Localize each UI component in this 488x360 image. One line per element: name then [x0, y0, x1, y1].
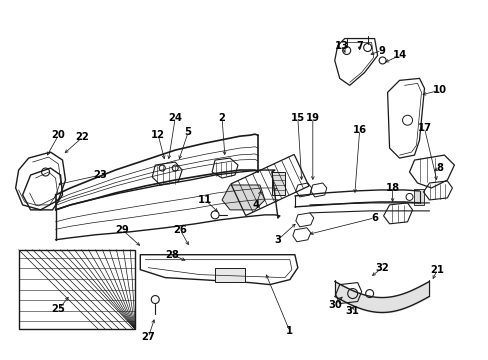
Text: 14: 14	[392, 50, 406, 60]
Text: 17: 17	[417, 123, 430, 133]
Text: 24: 24	[168, 113, 182, 123]
Text: 7: 7	[355, 41, 363, 50]
Text: 28: 28	[165, 250, 179, 260]
Text: 6: 6	[370, 213, 377, 223]
Text: 32: 32	[375, 263, 388, 273]
Text: 23: 23	[93, 170, 107, 180]
Polygon shape	[271, 172, 285, 195]
Text: 3: 3	[274, 235, 281, 245]
Text: 10: 10	[431, 85, 446, 95]
Text: 20: 20	[52, 130, 65, 140]
Text: 21: 21	[429, 265, 444, 275]
Text: 11: 11	[198, 195, 212, 205]
Text: 13: 13	[334, 41, 348, 50]
Text: 31: 31	[345, 306, 359, 316]
Text: 30: 30	[327, 300, 341, 310]
Text: 29: 29	[115, 225, 129, 235]
Text: 26: 26	[173, 225, 187, 235]
Text: 19: 19	[305, 113, 319, 123]
Text: 4: 4	[252, 200, 259, 210]
Polygon shape	[215, 268, 244, 282]
Text: 22: 22	[76, 132, 89, 142]
Text: 12: 12	[151, 130, 165, 140]
Text: 1: 1	[285, 327, 293, 336]
Text: 15: 15	[290, 113, 305, 123]
Text: 18: 18	[385, 183, 399, 193]
Text: 16: 16	[352, 125, 366, 135]
Text: 8: 8	[435, 163, 442, 173]
Text: 27: 27	[141, 332, 155, 342]
Text: 2: 2	[218, 113, 225, 123]
Text: 5: 5	[184, 127, 191, 137]
Polygon shape	[222, 185, 264, 210]
Text: 9: 9	[377, 45, 384, 55]
Polygon shape	[413, 189, 424, 205]
Text: 25: 25	[52, 305, 65, 315]
